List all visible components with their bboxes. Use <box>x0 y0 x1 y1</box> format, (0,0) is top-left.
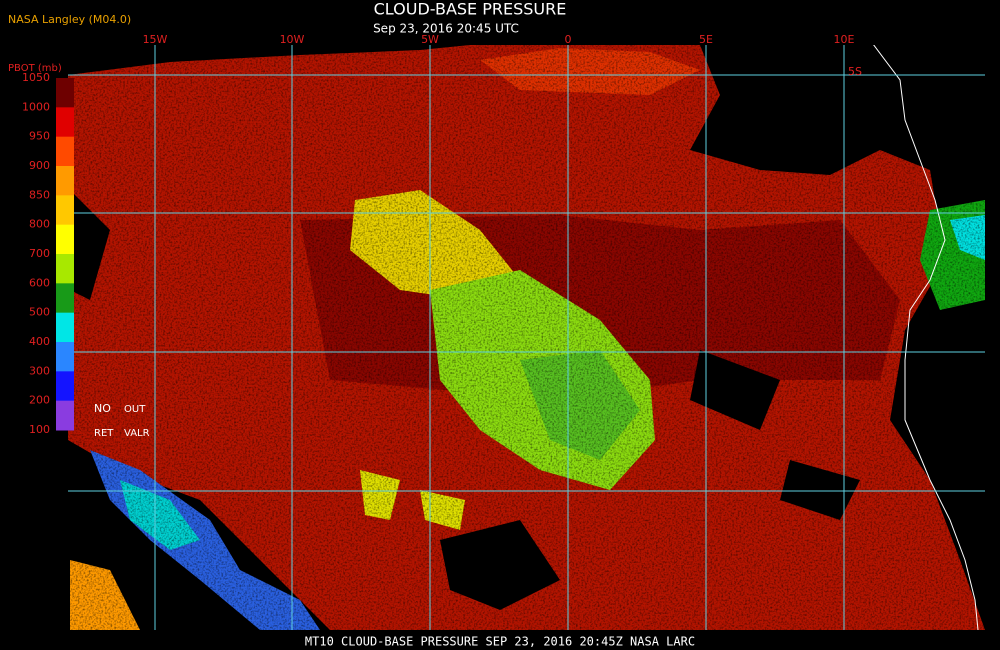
legend-swatch <box>56 342 74 372</box>
legend-title: PBOT (mb) <box>8 63 62 74</box>
legend-swatch <box>56 312 74 343</box>
legend-swatch <box>56 283 74 314</box>
legend-swatch <box>56 400 74 431</box>
legend-swatch <box>56 371 74 402</box>
legend-swatch <box>56 78 74 108</box>
legend-tick-label: 1000 <box>22 100 50 113</box>
lat-label: 5S <box>848 65 862 78</box>
legend-tick-label: 800 <box>29 218 50 231</box>
footer-caption: MT10 CLOUD-BASE PRESSURE SEP 23, 2016 20… <box>305 635 695 649</box>
legend-tick-label: 850 <box>29 188 50 201</box>
legend-tick-label: 500 <box>29 306 50 319</box>
texture <box>68 45 985 630</box>
legend-note: OUT <box>124 404 146 415</box>
legend-tick-label: 100 <box>29 423 50 436</box>
legend-swatch <box>56 107 74 138</box>
legend-note: NO <box>94 402 111 415</box>
lon-label: 5W <box>421 33 439 46</box>
legend-swatch <box>56 166 74 196</box>
legend-tick-label: 400 <box>29 335 50 348</box>
legend-tick-label: 300 <box>29 364 50 377</box>
legend-swatch <box>56 224 74 255</box>
legend-tick-label: 700 <box>29 247 50 260</box>
legend-note: RET <box>94 428 114 439</box>
legend-tick-label: 200 <box>29 394 50 407</box>
legend-note: VALR <box>124 428 150 439</box>
lon-label: 15W <box>143 33 168 46</box>
lon-label: 0 <box>565 33 572 46</box>
graticule: 15W 10W 5W 0 5E 10E 5S <box>68 33 985 630</box>
legend-tick-label: 600 <box>29 276 50 289</box>
lon-label: 10W <box>280 33 305 46</box>
subtitle: Sep 23, 2016 20:45 UTC <box>373 22 519 36</box>
legend-swatch <box>56 254 74 284</box>
legend-tick-label: 1050 <box>22 71 50 84</box>
imagery <box>68 45 985 630</box>
coastline <box>873 45 979 630</box>
lon-label: 5E <box>699 33 713 46</box>
legend-tick-label: 950 <box>29 130 50 143</box>
lon-label: 10E <box>834 33 855 46</box>
legend-tick-label: 900 <box>29 159 50 172</box>
source-label: NASA Langley (M04.0) <box>8 13 131 26</box>
legend-swatch <box>56 195 74 226</box>
legend-swatch <box>56 136 74 167</box>
title: CLOUD-BASE PRESSURE <box>374 0 567 19</box>
